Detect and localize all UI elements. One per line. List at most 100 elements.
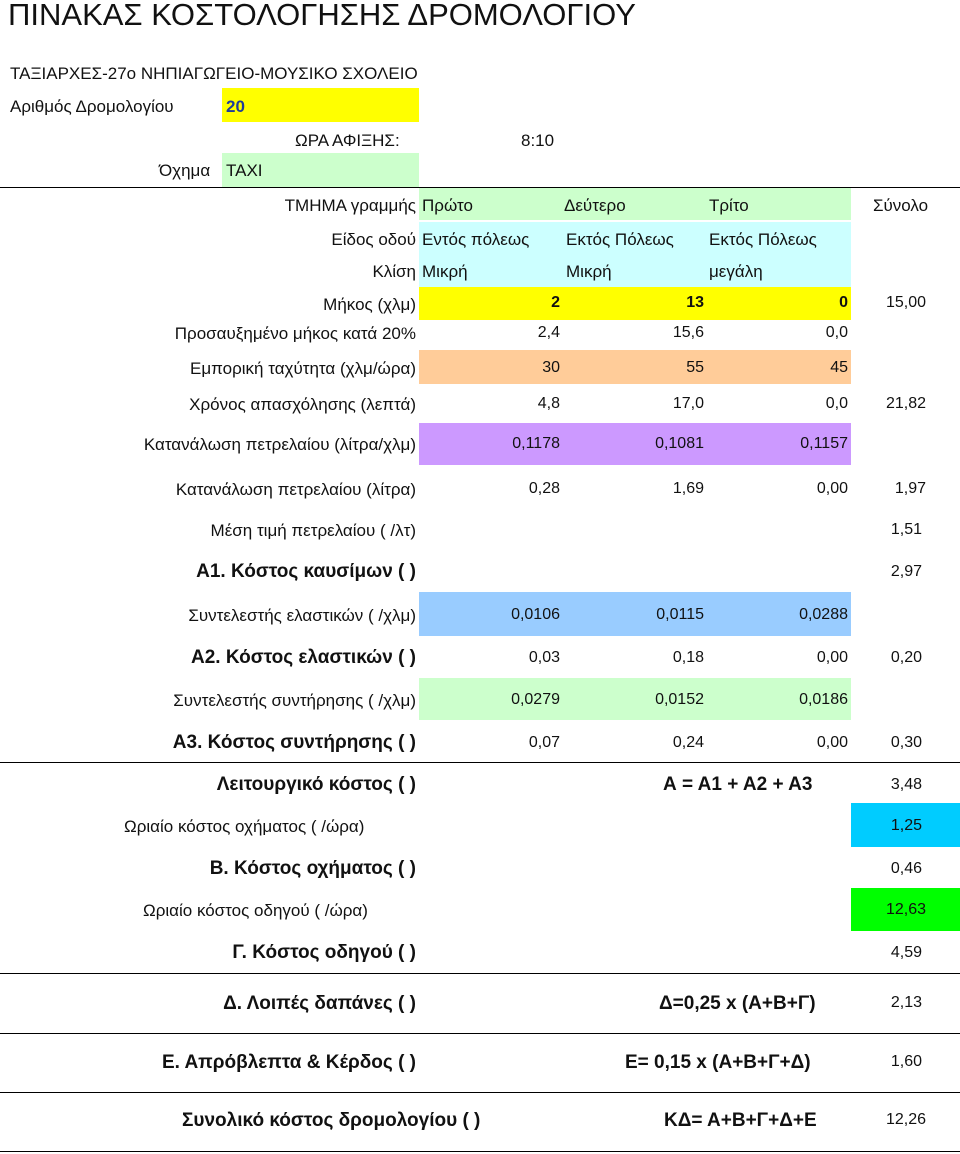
route-number-value: 20 [226, 97, 245, 116]
profit-total: 1,60 [890, 1053, 922, 1070]
fuel-price-label: Μέση τιμή πετρελαίου ( /λτ) [210, 521, 416, 540]
fuel-label: Κατανάλωση πετρελαίου (λίτρα) [175, 480, 416, 499]
vehicle-cost-label: Β. Κόστος οχήματος ( ) [209, 858, 416, 879]
divider-total-top [0, 1092, 960, 1093]
road-type-label: Είδος οδού [331, 230, 416, 249]
speed-1[interactable]: 30 [542, 359, 560, 376]
slope-3[interactable]: μεγάλη [709, 262, 763, 281]
road-type-band [419, 222, 851, 255]
a2-2: 0,18 [672, 649, 704, 666]
inc-length-1: 2,4 [537, 324, 560, 341]
speed-band [419, 350, 851, 384]
inc-length-3: 0,0 [825, 324, 848, 341]
vehicle-cell[interactable]: TAXI [222, 153, 419, 187]
a3-3: 0,00 [816, 734, 848, 751]
time-3: 0,0 [825, 395, 848, 412]
a3-total: 0,30 [890, 734, 922, 751]
a3-1: 0,07 [528, 734, 560, 751]
vehicle-hourly-total: 1,25 [890, 817, 922, 834]
a2-label: Α2. Κόστος ελαστικών ( ) [190, 647, 416, 668]
tire-coef-band [419, 592, 851, 636]
slope-label: Κλίση [372, 262, 416, 281]
length-3[interactable]: 0 [839, 294, 848, 311]
operating-total: 3,48 [890, 776, 922, 793]
route-number-cell[interactable]: 20 [222, 88, 419, 122]
divider-profit-top [0, 1033, 960, 1034]
slope-band [419, 255, 851, 288]
inc-length-label: Προσαυξημένο μήκος κατά 20% [174, 324, 416, 343]
vehicle-value: TAXI [226, 161, 263, 180]
length-2[interactable]: 13 [686, 294, 704, 311]
segment-2: Δεύτερο [564, 196, 626, 215]
tire-coef-2[interactable]: 0,0115 [656, 606, 704, 623]
route-total-formula: ΚΔ= Α+Β+Γ+Δ+Ε [664, 1110, 817, 1131]
other-label: Δ. Λοιπές δαπάνες ( ) [223, 993, 416, 1014]
tire-coef-3[interactable]: 0,0288 [799, 606, 848, 623]
vehicle-cost-total: 0,46 [890, 860, 922, 877]
segment-header-band [419, 188, 851, 220]
other-formula: Δ=0,25 x (Α+Β+Γ) [659, 993, 816, 1014]
road-type-1[interactable]: Εντός πόλεως [422, 230, 530, 249]
a2-total: 0,20 [890, 649, 922, 666]
operating-formula: Α = Α1 + Α2 + Α3 [663, 774, 813, 795]
a1-label: Α1. Κόστος καυσίμων ( ) [196, 561, 416, 582]
a3-label: Α3. Κόστος συντήρησης ( ) [172, 732, 416, 753]
a3-2: 0,24 [672, 734, 704, 751]
segment-3: Τρίτο [709, 196, 749, 215]
fuel-rate-3[interactable]: 0,1157 [800, 435, 848, 452]
profit-label: Ε. Απρόβλεπτα & Κέρδος ( ) [161, 1052, 416, 1073]
fuel-2: 1,69 [672, 480, 704, 497]
time-1: 4,8 [537, 395, 560, 412]
fuel-total: 1,97 [894, 480, 926, 497]
slope-1[interactable]: Μικρή [422, 262, 468, 281]
length-band [419, 287, 851, 320]
driver-hourly-total: 12,63 [885, 901, 926, 918]
table-top-border [0, 187, 960, 188]
page-title: ΠΙΝΑΚΑΣ ΚΟΣΤΟΛΟΓΗΣΗΣ ΔΡΟΜΟΛΟΓΙΟΥ [8, 0, 636, 32]
arrival-label: ΩΡΑ ΑΦΙΞΗΣ: [295, 131, 400, 150]
arrival-time: 8:10 [521, 131, 555, 150]
driver-cost-label: Γ. Κόστος οδηγού ( ) [232, 942, 416, 963]
fuel-3: 0,00 [816, 480, 848, 497]
speed-label: Εμπορική ταχύτητα (χλμ/ώρα) [190, 359, 416, 378]
fuel-rate-band [419, 423, 851, 465]
driver-hourly-label: Ωριαίο κόστος οδηγού ( /ώρα) [143, 901, 368, 920]
school-name: ΤΑΞΙΑΡΧΕΣ-27ο ΝΗΠΙΑΓΩΓΕΙΟ-ΜΟΥΣΙΚΟ ΣΧΟΛΕΙ… [10, 64, 418, 83]
other-total: 2,13 [890, 994, 922, 1011]
maint-coef-3[interactable]: 0,0186 [799, 691, 848, 708]
driver-hourly-cell[interactable] [851, 888, 960, 931]
maint-coef-2[interactable]: 0,0152 [655, 691, 704, 708]
length-label: Μήκος (χλμ) [323, 295, 416, 314]
route-number-label: Αριθμός Δρομολογίου [10, 97, 174, 116]
speed-2[interactable]: 55 [686, 359, 704, 376]
road-type-3[interactable]: Εκτός Πόλεως [709, 230, 817, 249]
maint-coef-band [419, 678, 851, 720]
table-bottom-border [0, 1151, 960, 1152]
tire-coef-1[interactable]: 0,0106 [511, 606, 560, 623]
length-1[interactable]: 2 [551, 294, 560, 311]
segment-label: ΤΜΗΜΑ γραμμής [284, 196, 416, 215]
road-type-2[interactable]: Εκτός Πόλεως [566, 230, 674, 249]
vehicle-hourly-label: Ωριαίο κόστος οχήματος ( /ώρα) [124, 817, 365, 836]
fuel-rate-1[interactable]: 0,1178 [512, 435, 560, 452]
a2-3: 0,00 [816, 649, 848, 666]
fuel-1: 0,28 [528, 480, 560, 497]
vehicle-label: Όχημα [159, 161, 211, 180]
tire-coef-label: Συντελεστής ελαστικών ( /χλμ) [188, 606, 416, 625]
slope-2[interactable]: Μικρή [566, 262, 612, 281]
segment-1: Πρώτο [422, 196, 473, 215]
divider-other-top [0, 973, 960, 974]
vehicle-hourly-cell[interactable] [851, 803, 960, 847]
route-total-label: Συνολικό κόστος δρομολογίου ( ) [182, 1110, 481, 1131]
fuel-rate-label: Κατανάλωση πετρελαίου (λίτρα/χλμ) [143, 435, 416, 454]
speed-3[interactable]: 45 [830, 359, 848, 376]
fuel-rate-2[interactable]: 0,1081 [655, 435, 704, 452]
profit-formula: Ε= 0,15 x (Α+Β+Γ+Δ) [625, 1052, 811, 1073]
operating-label: Λειτουργικό κόστος ( ) [216, 774, 416, 795]
maint-coef-label: Συντελεστής συντήρησης ( /χλμ) [173, 691, 416, 710]
inc-length-2: 15,6 [672, 324, 704, 341]
driver-cost-total: 4,59 [890, 944, 922, 961]
a2-1: 0,03 [528, 649, 560, 666]
maint-coef-1[interactable]: 0,0279 [511, 691, 560, 708]
divider-operating-top [0, 762, 960, 763]
